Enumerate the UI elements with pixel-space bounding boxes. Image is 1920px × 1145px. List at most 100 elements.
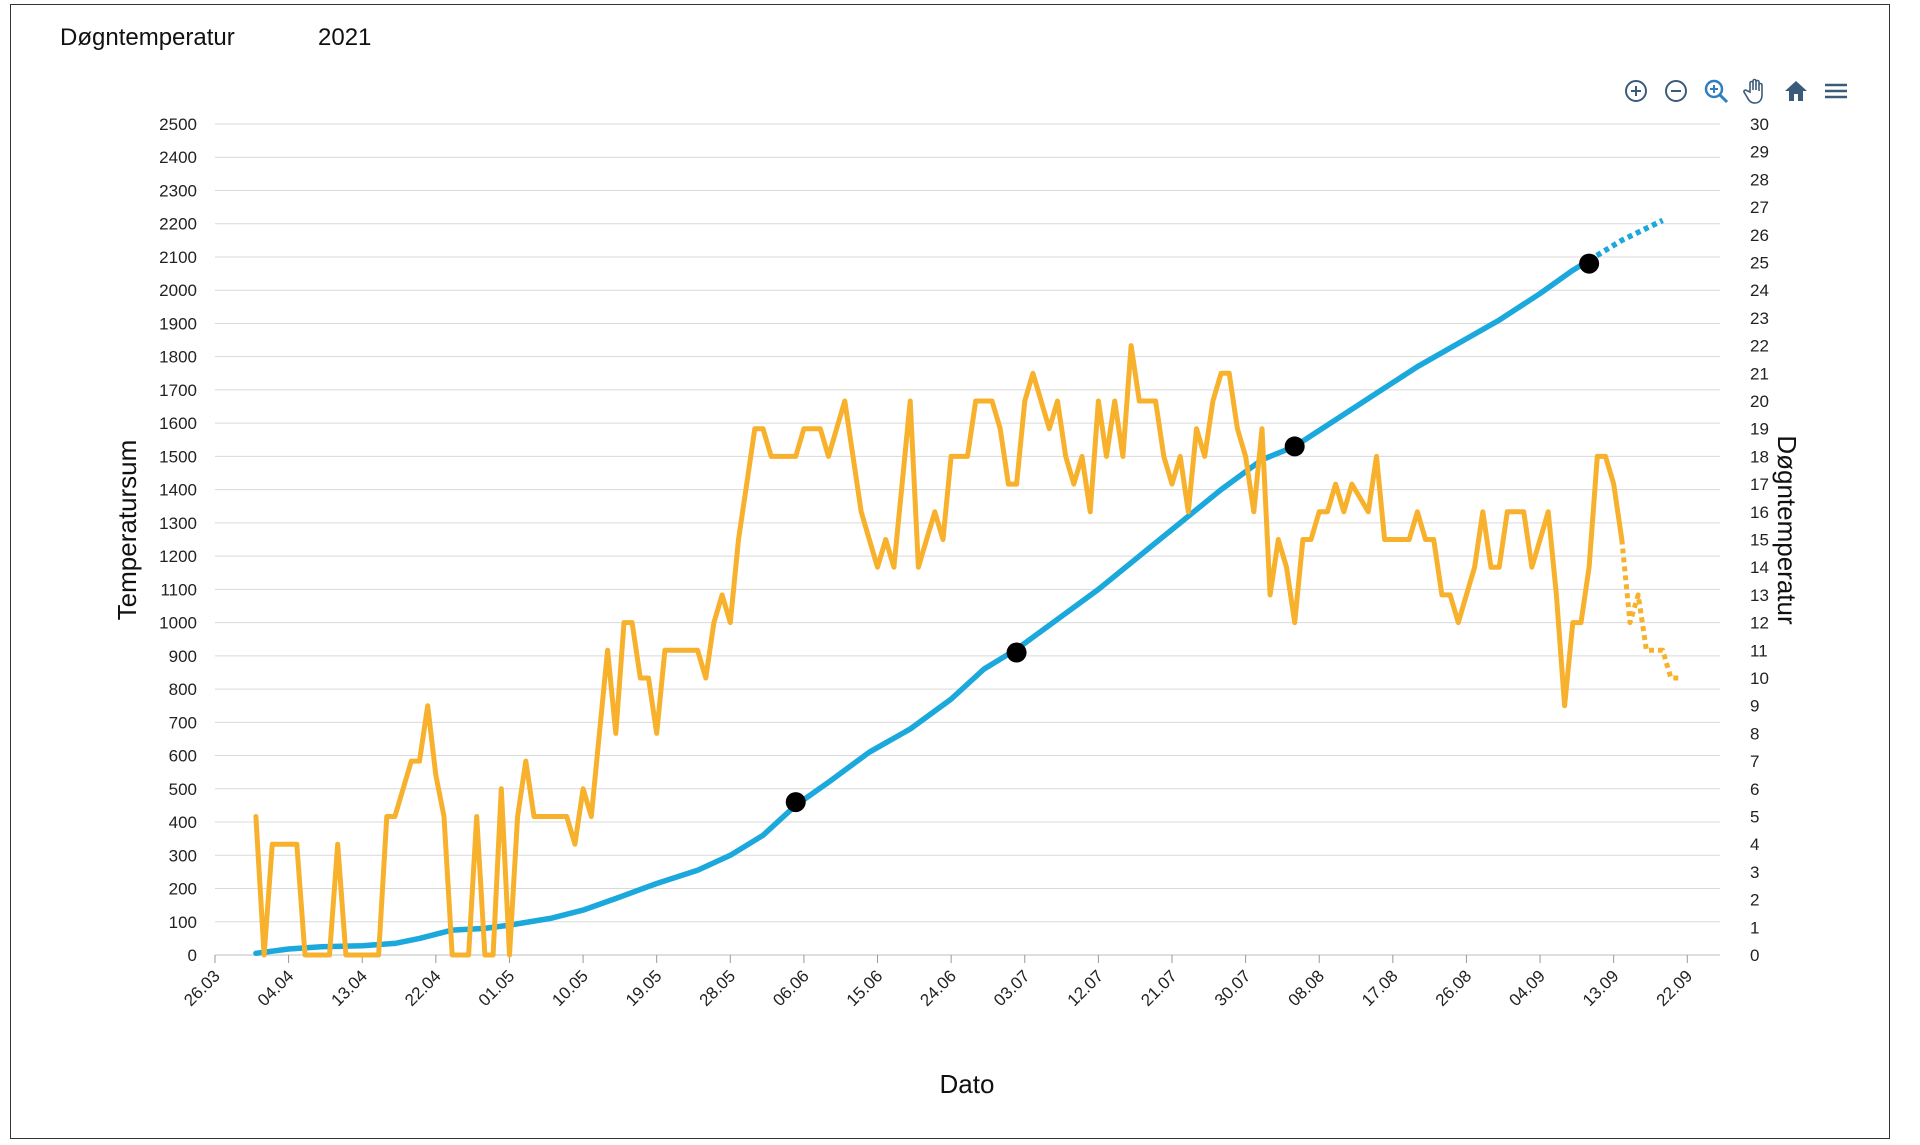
y-left-tick-label: 1300: [159, 514, 197, 533]
x-tick-label: 26.03: [180, 966, 224, 1010]
y-right-tick-label: 28: [1750, 170, 1769, 189]
y-left-tick-label: 1900: [159, 314, 197, 333]
pan-hand-icon[interactable]: [1740, 75, 1772, 107]
y-right-tick-label: 30: [1750, 115, 1769, 134]
x-tick-label: 24.06: [916, 966, 960, 1010]
x-tick-label: 04.09: [1505, 966, 1549, 1010]
y-left-tick-label: 600: [169, 747, 197, 766]
x-axis: 26.03 04.04 13.04 22.04 01.05 10.05 19.05 28.05…: [180, 955, 1696, 1010]
y-left-tick-label: 1800: [159, 348, 197, 367]
y-right-tick-label: 24: [1750, 281, 1769, 300]
y-right-tick-label: 18: [1750, 447, 1769, 466]
y-left-tick-label: 100: [169, 913, 197, 932]
x-tick-label: 04.04: [254, 966, 298, 1010]
zoom-in-icon[interactable]: [1620, 75, 1652, 107]
y-right-tick-label: 16: [1750, 503, 1769, 522]
menu-icon[interactable]: [1820, 75, 1852, 107]
dogntemperatur-series-dotted: [1619, 539, 1680, 681]
x-tick-label: 28.05: [696, 966, 740, 1010]
milestone-marker: [1006, 642, 1027, 663]
y-left-tick-label: 2500: [159, 115, 197, 134]
milestone-marker: [1579, 253, 1600, 274]
x-tick-label: 21.07: [1137, 966, 1181, 1010]
chart-toolbar: [1620, 76, 1852, 106]
y-right-tick-label: 29: [1750, 143, 1769, 162]
zoom-out-icon[interactable]: [1660, 75, 1692, 107]
y-right-tick-label: 23: [1750, 309, 1769, 328]
y-right-tick-label: 3: [1750, 863, 1759, 882]
y-left-tick-label: 1700: [159, 381, 197, 400]
y-left-tick-label: 300: [169, 846, 197, 865]
y-left-tick-label: 1500: [159, 447, 197, 466]
x-tick-label: 13.09: [1579, 966, 1623, 1010]
chart-title: Døgntemperatur: [60, 24, 235, 51]
x-tick-label: 30.07: [1211, 966, 1255, 1010]
left-y-axis: 0 100 200 300 400 500 600 700 800 900 1000 1100 1200…: [159, 115, 197, 965]
y-right-tick-label: 10: [1750, 669, 1769, 688]
y-left-tick-label: 2100: [159, 248, 197, 267]
milestone-marker: [1284, 436, 1305, 457]
x-tick-label: 10.05: [548, 966, 592, 1010]
grid-lines: [215, 123, 1720, 956]
chart-year: 2021: [318, 24, 372, 51]
y-right-tick-label: 7: [1750, 752, 1759, 771]
y-left-tick-label: 1400: [159, 481, 197, 500]
y-left-tick-label: 1000: [159, 614, 197, 633]
y-right-tick-label: 12: [1750, 614, 1769, 633]
y-right-tick-label: 17: [1750, 475, 1769, 494]
home-icon[interactable]: [1780, 75, 1812, 107]
y-right-tick-label: 15: [1750, 531, 1769, 550]
y-right-tick-label: 9: [1750, 697, 1759, 716]
y-left-tick-label: 2000: [159, 281, 197, 300]
y-left-tick-label: 200: [169, 880, 197, 899]
y-right-tick-label: 11: [1750, 641, 1768, 660]
x-tick-label: 22.04: [401, 966, 445, 1010]
x-tick-label: 22.09: [1653, 966, 1697, 1010]
y-left-tick-label: 1200: [159, 547, 197, 566]
temperatursum-series-solid: [253, 257, 1592, 957]
y-left-tick-label: 900: [169, 647, 197, 666]
milestone-marker: [785, 792, 806, 813]
y-right-tick-label: 5: [1750, 808, 1759, 827]
y-right-tick-label: 25: [1750, 254, 1769, 273]
y-right-tick-label: 27: [1750, 198, 1769, 217]
left-y-axis-title: Temperatursum: [112, 440, 142, 621]
y-right-tick-label: 13: [1750, 586, 1769, 605]
y-right-tick-label: 19: [1750, 420, 1769, 439]
y-left-tick-label: 1100: [160, 580, 197, 599]
y-left-tick-label: 500: [169, 780, 197, 799]
y-right-tick-label: 1: [1750, 918, 1759, 937]
y-right-tick-label: 21: [1750, 364, 1769, 383]
right-y-axis-title: Døgntemperatur: [1772, 435, 1802, 625]
temperatursum-series-dotted: [1587, 217, 1664, 263]
x-axis-title: Dato: [940, 1069, 995, 1099]
y-left-tick-label: 0: [188, 946, 197, 965]
x-tick-label: 13.04: [328, 966, 372, 1010]
y-right-tick-label: 2: [1750, 891, 1759, 910]
chart-frame: [10, 4, 1890, 1139]
y-left-tick-label: 1600: [159, 414, 197, 433]
y-right-tick-label: 8: [1750, 724, 1759, 743]
y-left-tick-label: 2300: [159, 181, 197, 200]
x-tick-label: 26.08: [1432, 966, 1476, 1010]
y-left-tick-label: 700: [169, 713, 197, 732]
y-left-tick-label: 2400: [159, 148, 197, 167]
x-tick-label: 12.07: [1064, 966, 1108, 1010]
x-tick-label: 06.06: [769, 966, 813, 1010]
y-right-tick-label: 4: [1750, 835, 1759, 854]
plot-area: [253, 217, 1680, 958]
x-tick-label: 19.05: [622, 966, 666, 1010]
right-y-axis: 0123456789101112131415161718192021222324…: [1750, 115, 1769, 965]
zoom-search-icon[interactable]: [1700, 75, 1732, 107]
x-tick-label: 17.08: [1358, 966, 1402, 1010]
x-tick-label: 08.08: [1285, 966, 1329, 1010]
y-right-tick-label: 6: [1750, 780, 1759, 799]
dogntemperatur-series-solid: [253, 343, 1625, 958]
x-tick-label: 01.05: [475, 966, 519, 1010]
y-right-tick-label: 26: [1750, 226, 1769, 245]
y-right-tick-label: 22: [1750, 337, 1769, 356]
x-tick-label: 15.06: [843, 966, 887, 1010]
y-right-tick-label: 0: [1750, 946, 1759, 965]
y-left-tick-label: 400: [169, 813, 197, 832]
